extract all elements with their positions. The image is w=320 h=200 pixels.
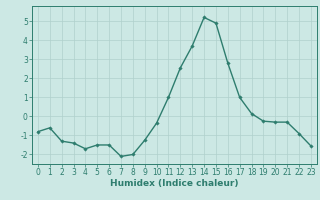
X-axis label: Humidex (Indice chaleur): Humidex (Indice chaleur) xyxy=(110,179,239,188)
